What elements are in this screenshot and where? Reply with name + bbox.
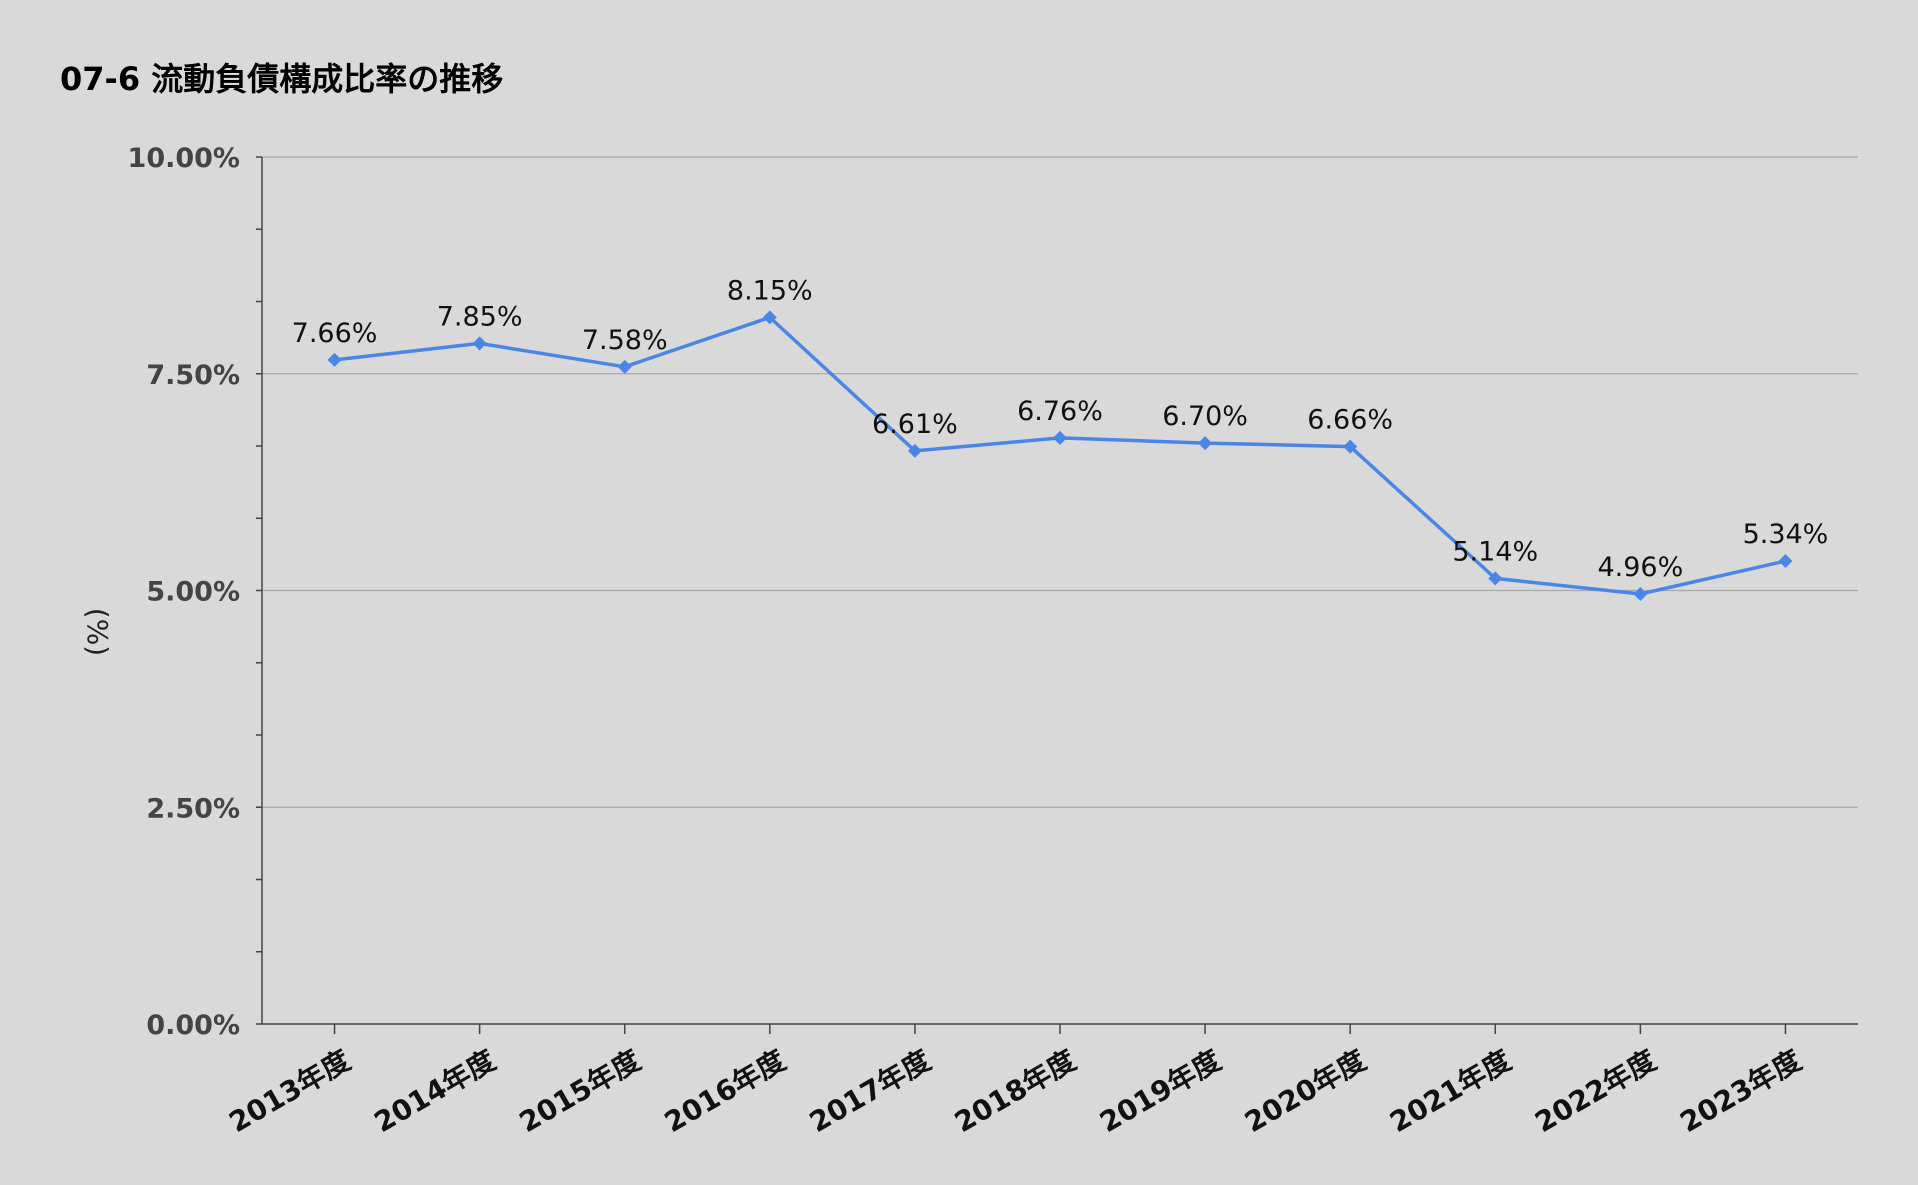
data-point — [327, 352, 342, 367]
data-label: 5.34% — [1743, 519, 1829, 550]
x-tick-label: 2020年度 — [1239, 1043, 1371, 1139]
y-tick-label: 2.50% — [146, 793, 240, 824]
y-tick-label: 0.00% — [146, 1010, 240, 1041]
data-label: 7.85% — [437, 301, 523, 332]
x-tick-label: 2016年度 — [659, 1043, 791, 1139]
data-label: 7.58% — [582, 325, 668, 356]
data-label: 7.66% — [292, 318, 378, 349]
data-label: 6.61% — [872, 409, 958, 440]
y-axis-label: (%) — [81, 608, 114, 656]
data-point — [472, 336, 487, 351]
x-tick-label: 2023年度 — [1674, 1043, 1806, 1139]
data-point — [1343, 439, 1358, 454]
x-tick-label: 2014年度 — [369, 1043, 501, 1139]
x-tick-label: 2021年度 — [1384, 1043, 1516, 1139]
y-tick-labels: 0.00% 2.50% 5.00% 7.50% 10.00% — [128, 143, 240, 1041]
data-labels: 7.66% 7.85% 7.58% 8.15% 6.61% 6.76% 6.70% 6.66%… — [292, 275, 1829, 583]
data-point — [617, 359, 632, 374]
data-point — [1488, 571, 1503, 586]
data-point — [1778, 554, 1793, 569]
data-label: 8.15% — [727, 275, 813, 306]
x-tick-label: 2015年度 — [514, 1043, 646, 1139]
data-label: 6.70% — [1162, 401, 1248, 432]
gridlines — [262, 156, 1858, 808]
y-tick-label: 7.50% — [146, 360, 240, 391]
series-path — [334, 315, 1786, 596]
data-label: 6.76% — [1017, 396, 1103, 427]
series-line — [327, 310, 1793, 601]
data-label: 6.66% — [1307, 405, 1393, 436]
y-tick-label: 10.00% — [128, 143, 240, 174]
x-tick-label: 2019年度 — [1094, 1043, 1226, 1139]
y-tick-label: 5.00% — [146, 577, 240, 608]
data-label: 5.14% — [1452, 536, 1538, 567]
x-tick-label: 2018年度 — [949, 1043, 1081, 1139]
x-tick-label: 2022年度 — [1529, 1043, 1661, 1139]
x-tick-label: 2017年度 — [804, 1043, 936, 1139]
x-tick-labels: 2013年度 2014年度 2015年度 2016年度 2017年度 2018年度 2019… — [224, 1043, 1807, 1139]
data-point — [762, 310, 777, 325]
data-point — [1198, 436, 1213, 451]
chart-title: 07-6 流動負債構成比率の推移 — [60, 60, 503, 98]
axes — [256, 156, 1858, 1034]
data-label: 4.96% — [1597, 552, 1683, 583]
data-point — [907, 443, 922, 458]
data-point — [1053, 430, 1067, 445]
data-point — [1633, 586, 1648, 601]
x-tick-label: 2013年度 — [224, 1043, 356, 1139]
